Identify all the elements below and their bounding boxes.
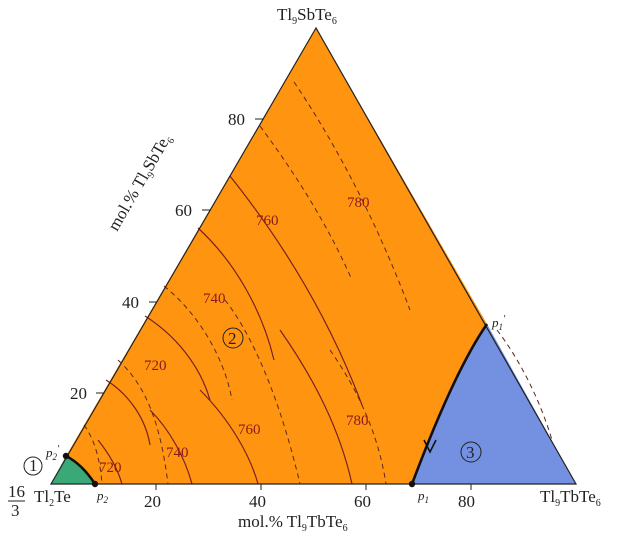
isotherm-760-upper-line (197, 227, 275, 361)
bottom-tick-20: 20 (144, 492, 161, 511)
fraction-label: 16 3 (8, 482, 25, 520)
field-3-label: 3 (466, 443, 475, 462)
dashed-isotherm-6 (224, 299, 301, 485)
left-tick-40: 40 (122, 293, 139, 312)
isotherm-720-lower-line (97, 439, 123, 485)
label-p2: p2 (96, 488, 109, 505)
vertex-left-label: Tl2Te (34, 487, 71, 509)
dashed-isotherm-5 (293, 81, 411, 311)
svg-text:16: 16 (8, 482, 25, 501)
svg-text:3: 3 (11, 501, 20, 520)
dashed-isotherm-2 (117, 359, 169, 485)
isotherms-solid (97, 175, 363, 485)
field-1-region (51, 456, 95, 484)
bottom-tick-80: 80 (458, 492, 475, 511)
point-p2prime-dot (62, 452, 70, 460)
vertex-right-label: Tl9TbTe6 (540, 487, 601, 509)
iso-740-lower: 740 (166, 445, 189, 461)
boundary-arrow (423, 439, 437, 454)
left-tick-60: 60 (175, 201, 192, 220)
left-tick-20: 20 (70, 384, 87, 403)
isotherm-740-lower-line (149, 409, 193, 485)
bottom-tick-labels: 20 40 60 80 (144, 492, 475, 511)
label-p2prime: p2′ (45, 444, 60, 462)
bottom-axis-title: mol.% Tl9TbTe6 (238, 512, 348, 534)
field-1-label: 1 (29, 456, 38, 475)
left-axis-title: mol.% Tl9SbTe6 (104, 130, 177, 235)
left-tick-80: 80 (228, 110, 245, 129)
iso-760-upper: 760 (256, 213, 279, 229)
boundary-p1-p1prime (410, 323, 489, 485)
iso-780-lower: 780 (346, 413, 369, 429)
dashed-isotherm-8 (496, 329, 553, 441)
field-labels: 2 3 1 (23, 327, 482, 476)
boundary-points (62, 452, 416, 488)
isotherm-780-upper-line (229, 175, 363, 406)
field-3-region (412, 324, 576, 484)
left-axis-ticks (96, 118, 263, 394)
point-p2-dot (91, 480, 99, 488)
triangle-outline (49, 26, 578, 485)
iso-760-lower: 760 (238, 422, 261, 438)
isotherm-720-upper-line (105, 379, 151, 446)
bottom-tick-60: 60 (354, 492, 371, 511)
dashed-isotherm-3 (163, 285, 233, 401)
label-p1: p1 (417, 488, 429, 505)
field-2-label: 2 (228, 329, 237, 348)
iso-740-upper: 740 (203, 291, 226, 307)
isotherm-740-upper-line (144, 315, 211, 401)
region-fills (51, 28, 576, 484)
isotherm-780-lower-line (279, 329, 353, 485)
left-tick-labels: 20 40 60 80 (70, 110, 245, 403)
point-p1-dot (408, 480, 416, 488)
field-2-region (66, 28, 487, 484)
iso-780-upper: 780 (347, 195, 370, 211)
isotherm-labels: 720 740 760 780 720 740 760 780 (99, 195, 370, 476)
isotherm-760-lower-line (199, 389, 259, 485)
bottom-tick-40: 40 (249, 492, 266, 511)
iso-720-upper: 720 (144, 358, 167, 374)
vertex-top-label: Tl9SbTe6 (277, 5, 337, 27)
bottom-axis-ticks (155, 484, 472, 490)
dashed-isotherm-4 (259, 125, 353, 281)
label-p1prime: p1′ (491, 314, 506, 332)
point-labels: p1 p1′ p2 p2′ (45, 314, 506, 505)
iso-720-lower: 720 (99, 460, 122, 476)
isotherms-dashed (83, 81, 553, 485)
dashed-isotherm-7 (329, 349, 387, 485)
dashed-isotherm-1 (83, 424, 103, 485)
